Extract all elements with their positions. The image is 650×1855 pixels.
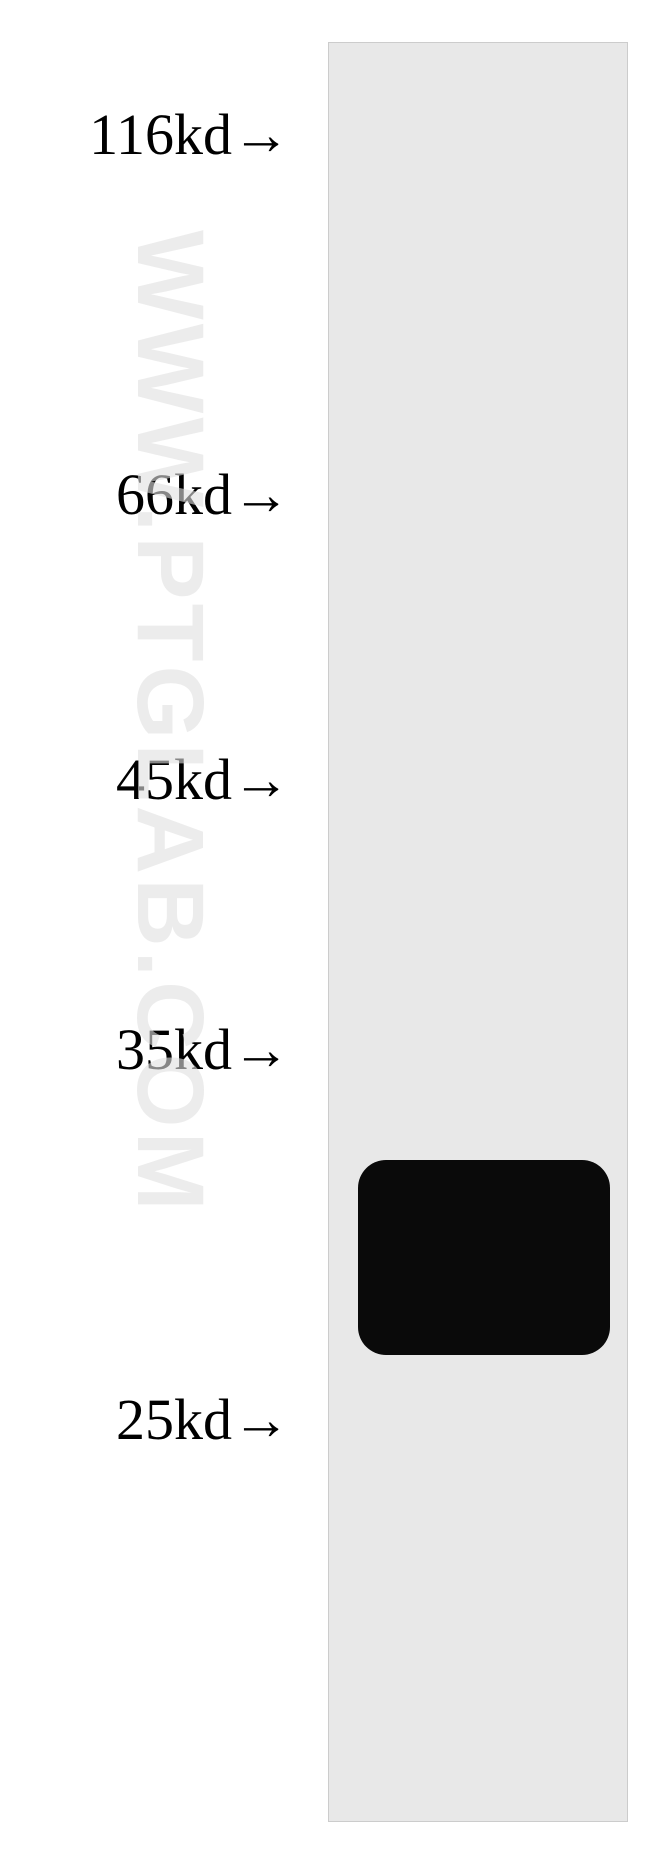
arrow-icon: → [232,1016,290,1083]
arrow-icon: → [232,461,290,528]
protein-band [358,1160,610,1355]
marker-row: 116kd→ [0,101,290,168]
watermark-text: WWW.PTGLAB.COM [115,230,224,1215]
arrow-icon: → [232,746,290,813]
arrow-icon: → [232,101,290,168]
blot-lane [328,42,628,1822]
marker-label: 116kd [89,101,232,168]
marker-label: 25kd [116,1386,232,1453]
marker-row: 25kd→ [0,1386,290,1453]
arrow-icon: → [232,1386,290,1453]
